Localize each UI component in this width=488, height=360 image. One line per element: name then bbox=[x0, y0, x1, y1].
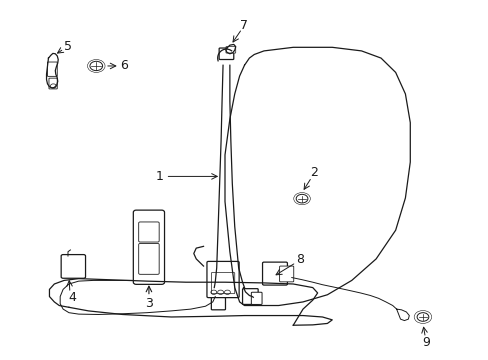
FancyBboxPatch shape bbox=[279, 266, 293, 282]
Text: 4: 4 bbox=[68, 291, 76, 304]
FancyBboxPatch shape bbox=[219, 48, 233, 59]
FancyBboxPatch shape bbox=[211, 298, 225, 310]
FancyBboxPatch shape bbox=[61, 255, 85, 278]
FancyBboxPatch shape bbox=[225, 46, 235, 53]
Text: 1: 1 bbox=[155, 170, 163, 183]
Text: 7: 7 bbox=[239, 19, 247, 32]
FancyBboxPatch shape bbox=[139, 243, 159, 274]
Text: 3: 3 bbox=[145, 297, 153, 310]
FancyBboxPatch shape bbox=[211, 273, 234, 294]
FancyBboxPatch shape bbox=[133, 210, 164, 284]
FancyBboxPatch shape bbox=[139, 222, 159, 242]
FancyBboxPatch shape bbox=[251, 292, 262, 305]
FancyBboxPatch shape bbox=[206, 261, 239, 298]
FancyBboxPatch shape bbox=[262, 262, 287, 285]
FancyBboxPatch shape bbox=[47, 62, 57, 76]
Text: 2: 2 bbox=[310, 166, 318, 179]
FancyBboxPatch shape bbox=[242, 289, 258, 305]
Text: 6: 6 bbox=[121, 59, 128, 72]
Text: 5: 5 bbox=[64, 40, 72, 53]
FancyBboxPatch shape bbox=[49, 78, 57, 89]
Text: 9: 9 bbox=[421, 336, 429, 348]
Text: 8: 8 bbox=[295, 253, 304, 266]
